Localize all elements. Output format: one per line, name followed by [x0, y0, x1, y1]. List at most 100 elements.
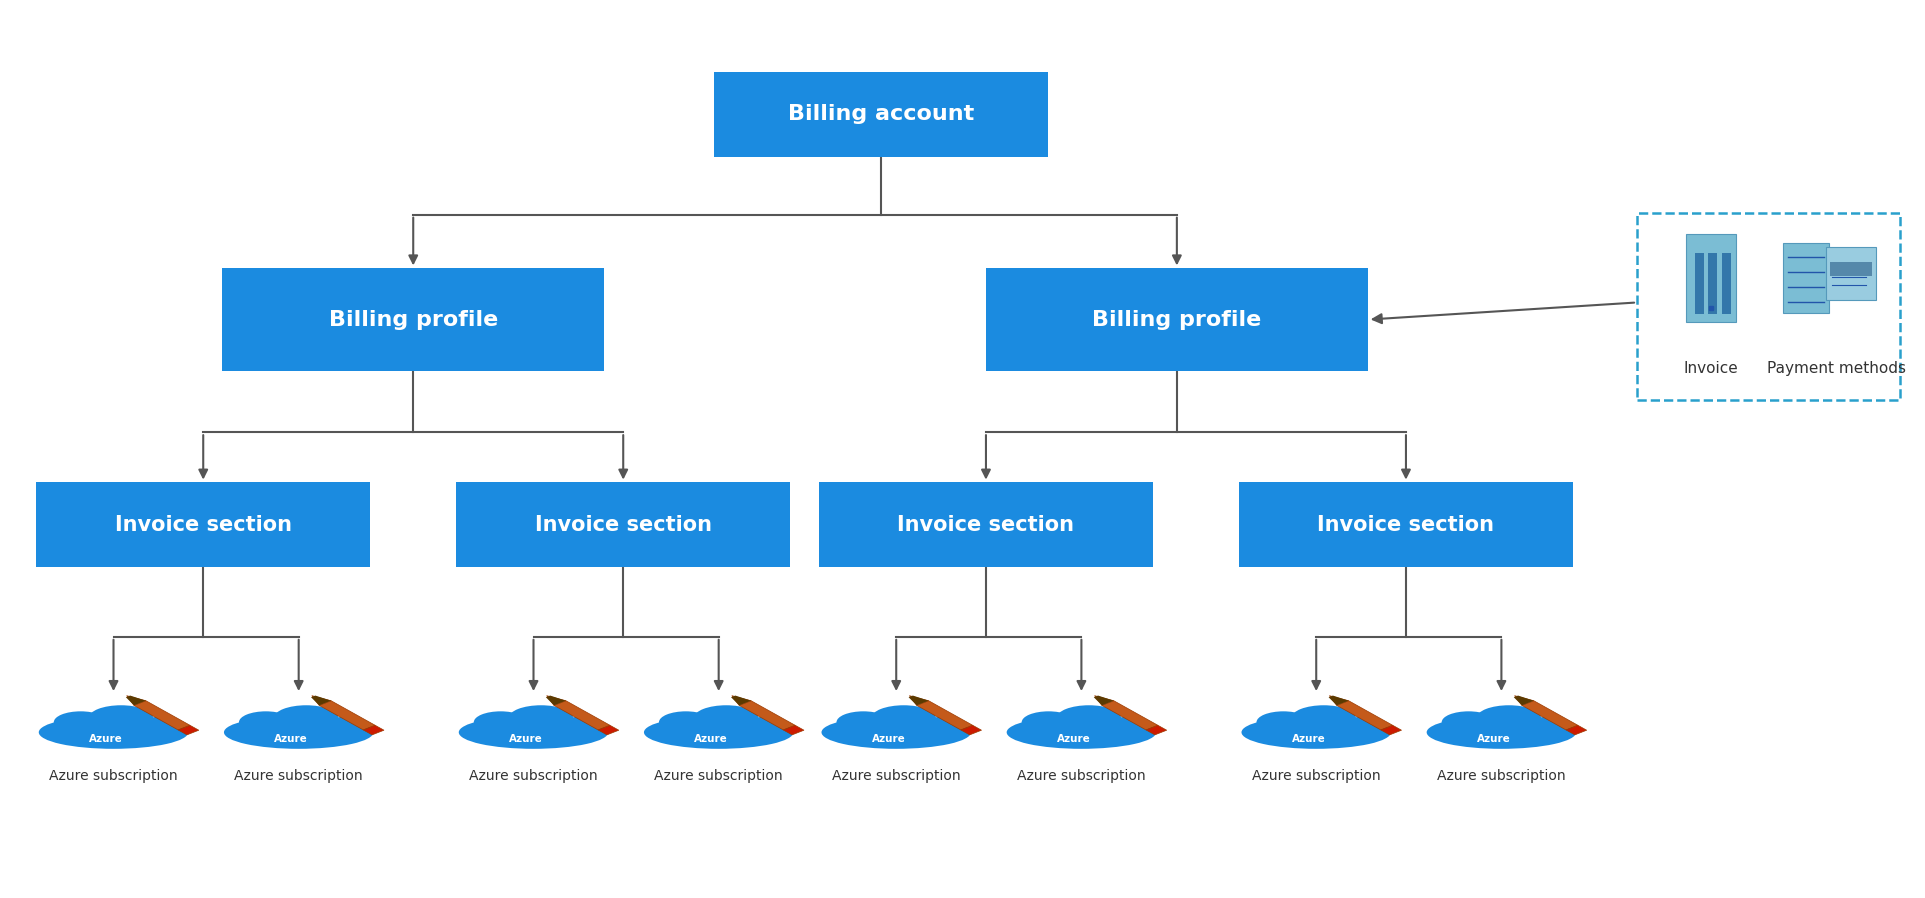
Ellipse shape: [458, 716, 608, 749]
Text: Azure subscription: Azure subscription: [1438, 769, 1565, 783]
Polygon shape: [364, 726, 383, 735]
Ellipse shape: [922, 717, 966, 735]
Ellipse shape: [508, 705, 574, 730]
Ellipse shape: [695, 705, 758, 730]
Ellipse shape: [1007, 716, 1157, 749]
FancyBboxPatch shape: [1783, 242, 1829, 313]
Text: Azure: Azure: [695, 734, 728, 744]
Ellipse shape: [223, 716, 373, 749]
Text: Invoice section: Invoice section: [1317, 515, 1494, 535]
Text: Azure subscription: Azure subscription: [470, 769, 599, 783]
FancyBboxPatch shape: [1694, 252, 1704, 313]
FancyBboxPatch shape: [1827, 247, 1875, 300]
Text: Payment methods: Payment methods: [1767, 361, 1906, 375]
Ellipse shape: [474, 711, 527, 733]
Ellipse shape: [1442, 711, 1496, 733]
Polygon shape: [909, 696, 928, 705]
Ellipse shape: [872, 705, 936, 730]
Ellipse shape: [239, 711, 293, 733]
Ellipse shape: [1022, 711, 1076, 733]
Polygon shape: [127, 696, 146, 705]
Text: Invoice section: Invoice section: [535, 515, 712, 535]
Ellipse shape: [1292, 705, 1355, 730]
Ellipse shape: [560, 717, 603, 735]
Polygon shape: [1095, 696, 1115, 705]
Ellipse shape: [1242, 716, 1392, 749]
Ellipse shape: [837, 711, 889, 733]
Polygon shape: [732, 696, 751, 705]
Polygon shape: [547, 696, 566, 705]
Polygon shape: [1336, 700, 1392, 730]
Ellipse shape: [89, 705, 154, 730]
Polygon shape: [1101, 700, 1157, 730]
Text: Invoice section: Invoice section: [897, 515, 1074, 535]
Ellipse shape: [822, 716, 970, 749]
Text: Billing profile: Billing profile: [1091, 310, 1261, 330]
Text: Azure subscription: Azure subscription: [1016, 769, 1145, 783]
Text: Invoice: Invoice: [1682, 361, 1738, 375]
Polygon shape: [599, 726, 618, 735]
Ellipse shape: [645, 716, 793, 749]
Polygon shape: [783, 726, 805, 735]
Polygon shape: [1523, 700, 1578, 730]
Polygon shape: [1515, 696, 1534, 705]
Ellipse shape: [1426, 716, 1577, 749]
FancyBboxPatch shape: [714, 72, 1047, 157]
Text: Azure: Azure: [89, 734, 123, 744]
Ellipse shape: [1057, 705, 1120, 730]
FancyBboxPatch shape: [1721, 252, 1731, 313]
Polygon shape: [732, 696, 751, 705]
Polygon shape: [179, 726, 198, 735]
Text: Azure: Azure: [275, 734, 308, 744]
Text: Azure: Azure: [1057, 734, 1091, 744]
Ellipse shape: [1107, 717, 1151, 735]
Text: Azure: Azure: [872, 734, 905, 744]
FancyBboxPatch shape: [1686, 233, 1736, 322]
Polygon shape: [1093, 696, 1115, 705]
Polygon shape: [1328, 696, 1349, 705]
Text: Azure: Azure: [508, 734, 543, 744]
Text: Azure subscription: Azure subscription: [50, 769, 177, 783]
Ellipse shape: [1476, 705, 1542, 730]
Text: Invoice section: Invoice section: [116, 515, 293, 535]
Ellipse shape: [1342, 717, 1386, 735]
Ellipse shape: [54, 711, 108, 733]
Polygon shape: [1145, 726, 1167, 735]
Polygon shape: [547, 696, 566, 705]
Polygon shape: [739, 700, 795, 730]
Text: Azure subscription: Azure subscription: [832, 769, 961, 783]
Ellipse shape: [273, 705, 339, 730]
FancyBboxPatch shape: [221, 269, 604, 371]
Ellipse shape: [325, 717, 368, 735]
Polygon shape: [125, 696, 146, 705]
Polygon shape: [554, 700, 610, 730]
FancyBboxPatch shape: [1240, 482, 1573, 568]
Ellipse shape: [1257, 711, 1311, 733]
FancyBboxPatch shape: [1707, 252, 1717, 313]
Ellipse shape: [1528, 717, 1571, 735]
FancyBboxPatch shape: [818, 482, 1153, 568]
Polygon shape: [135, 700, 191, 730]
Polygon shape: [312, 696, 331, 705]
Polygon shape: [1380, 726, 1401, 735]
Ellipse shape: [658, 711, 712, 733]
Text: Azure: Azure: [1292, 734, 1326, 744]
Polygon shape: [312, 696, 331, 705]
Polygon shape: [916, 700, 972, 730]
FancyBboxPatch shape: [37, 482, 370, 568]
Polygon shape: [1567, 726, 1586, 735]
Text: Azure subscription: Azure subscription: [654, 769, 783, 783]
Text: Azure subscription: Azure subscription: [1251, 769, 1380, 783]
Text: Billing profile: Billing profile: [329, 310, 499, 330]
Polygon shape: [961, 726, 982, 735]
Ellipse shape: [141, 717, 183, 735]
Text: Billing account: Billing account: [787, 104, 974, 124]
FancyBboxPatch shape: [456, 482, 791, 568]
Text: Azure: Azure: [1476, 734, 1511, 744]
Polygon shape: [320, 700, 375, 730]
Polygon shape: [1330, 696, 1349, 705]
Ellipse shape: [745, 717, 787, 735]
FancyBboxPatch shape: [1829, 262, 1871, 276]
Text: Azure subscription: Azure subscription: [235, 769, 364, 783]
Ellipse shape: [38, 716, 189, 749]
